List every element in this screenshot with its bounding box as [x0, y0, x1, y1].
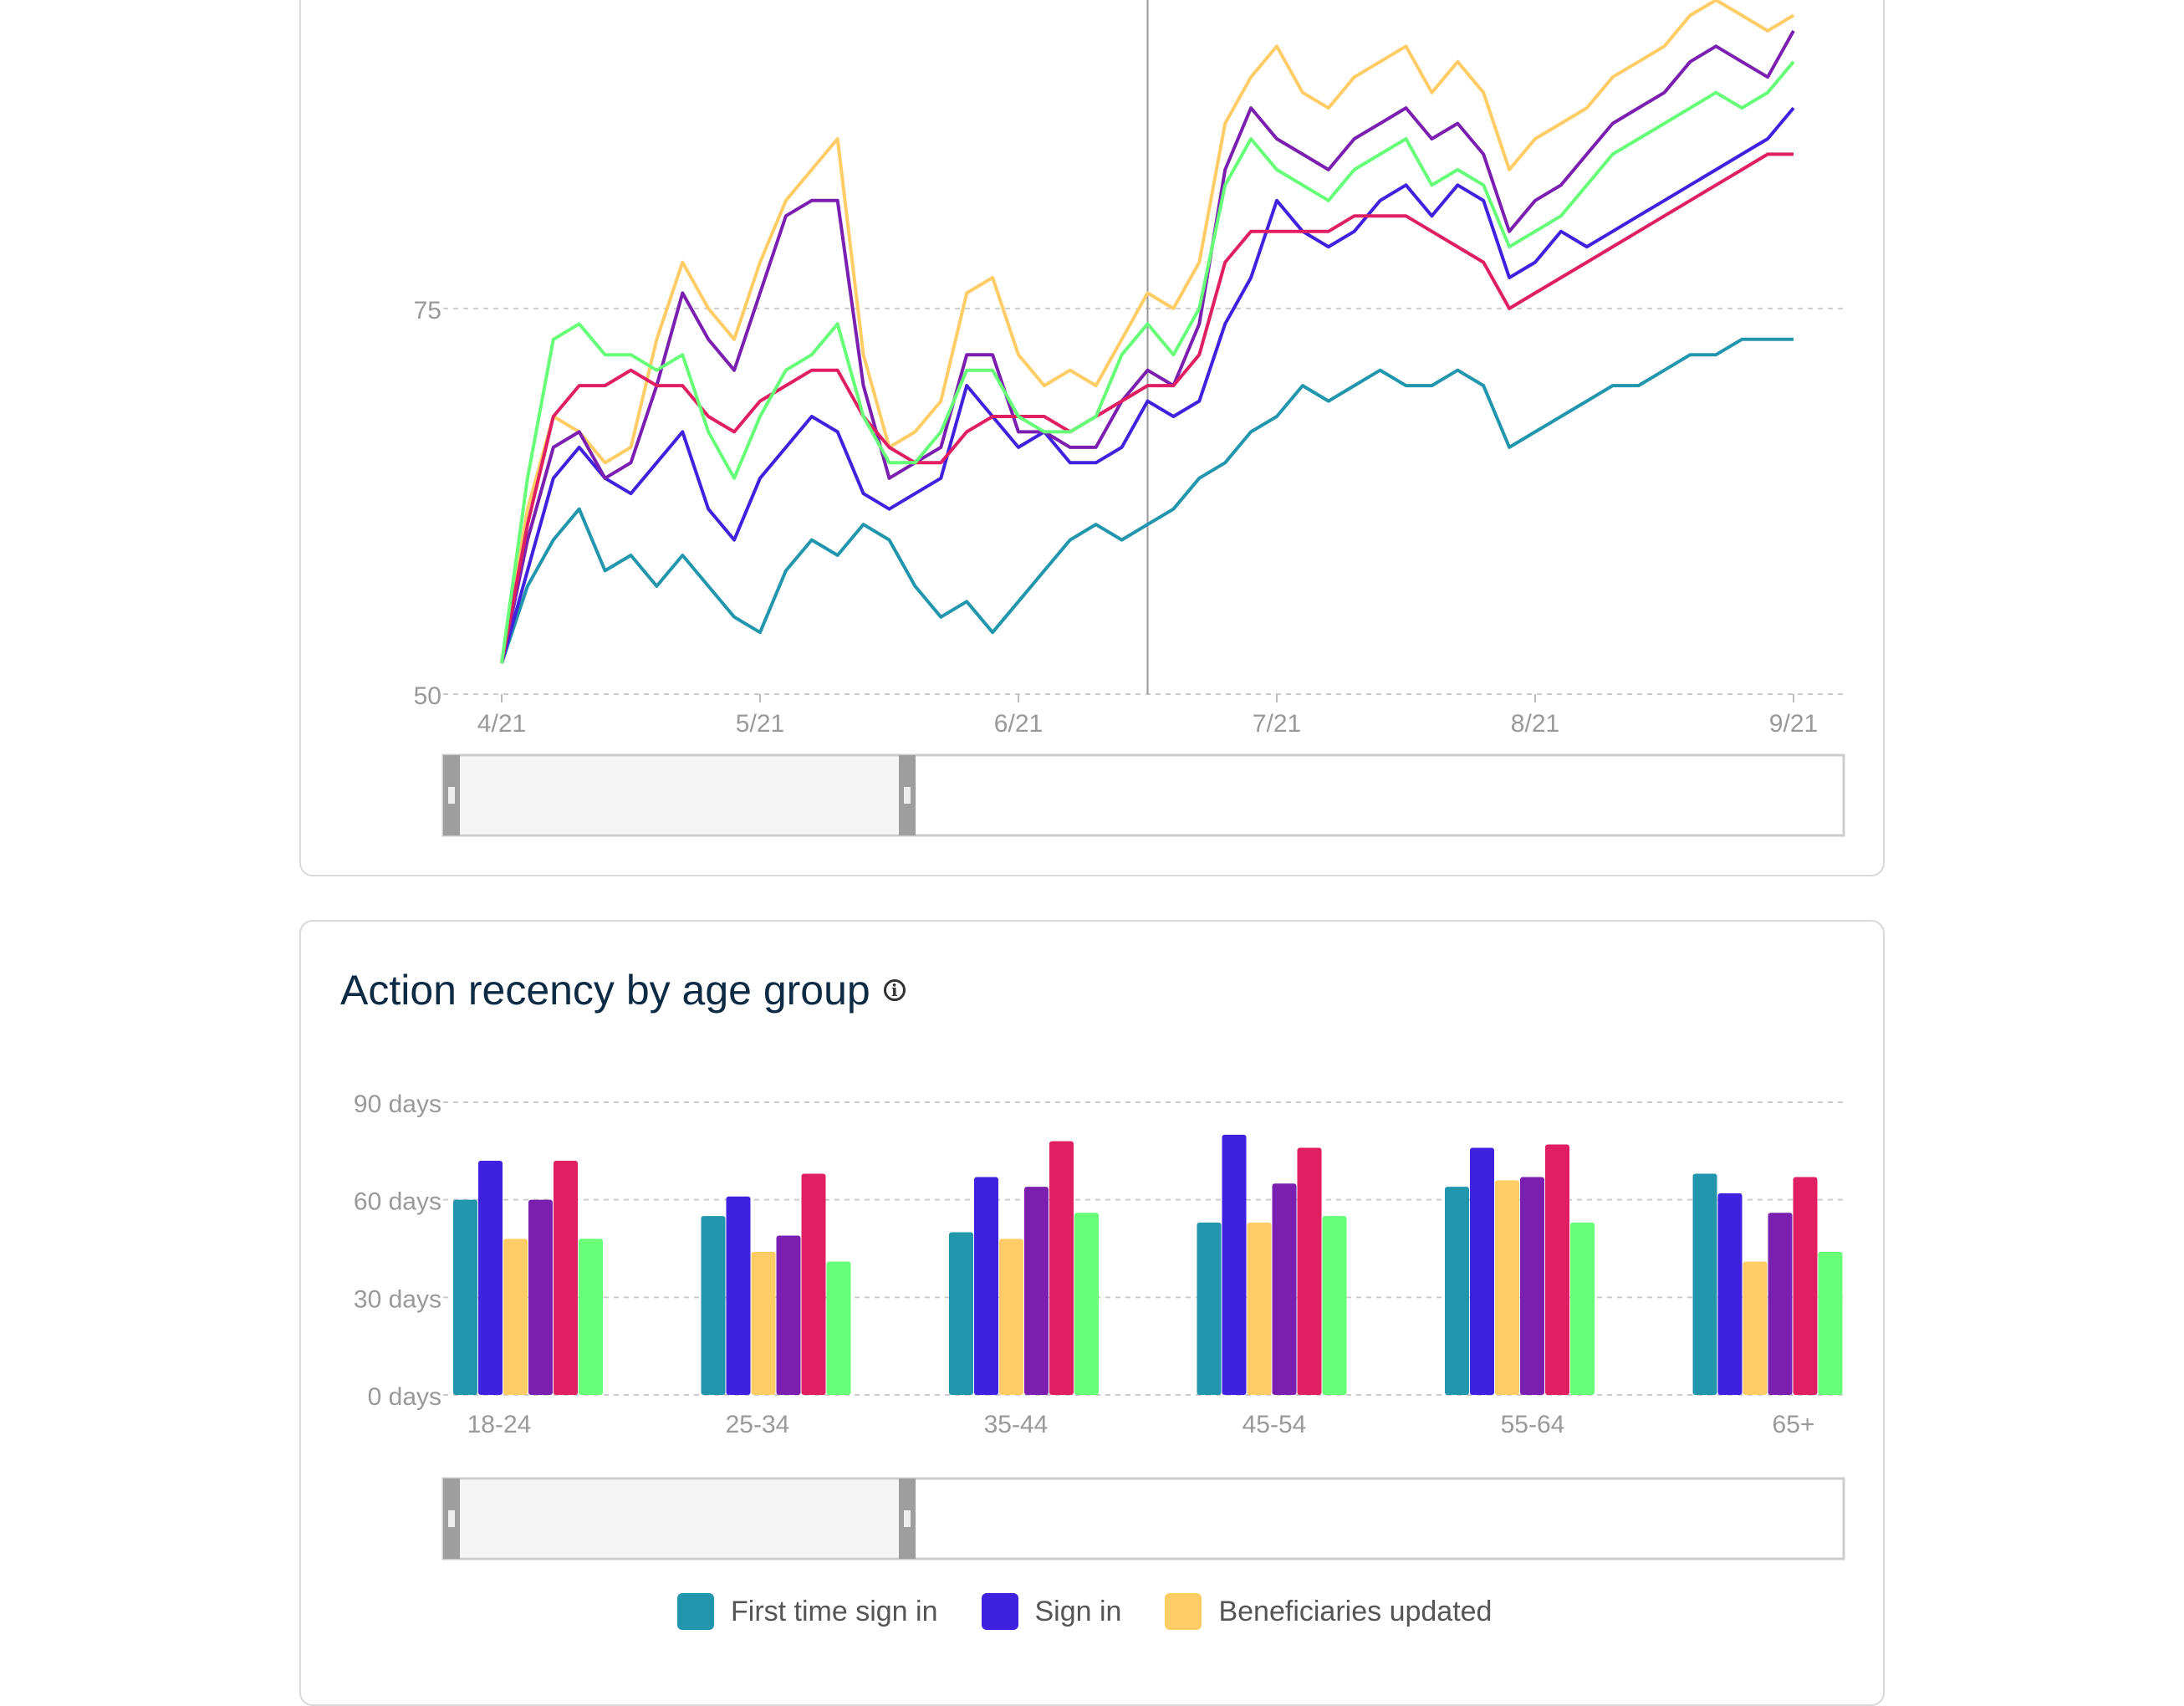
bar-45-54-series-2[interactable] [1222, 1134, 1247, 1395]
bar-25-34-series-2[interactable] [726, 1196, 751, 1395]
line-chart-range-handle-grip [448, 787, 455, 804]
bar-chart-y-tick: 90 days [354, 1091, 441, 1118]
bar-25-34-series-4[interactable] [776, 1235, 801, 1395]
bar-chart-range-handle-grip [904, 1510, 911, 1527]
line-chart-x-tick: 9/21 [1769, 710, 1818, 738]
legend-label: First time sign in [731, 1595, 938, 1627]
bar-55-64-series-3[interactable] [1495, 1180, 1519, 1395]
bar-25-34-series-5[interactable] [801, 1173, 826, 1395]
line-series-2 [500, 106, 1795, 664]
bar-chart-legend: First time sign in Sign in Beneficiaries… [677, 1593, 1492, 1630]
legend-swatch [981, 1593, 1018, 1630]
bar-25-34-series-6[interactable] [826, 1261, 851, 1395]
bar-18-24-series-3[interactable] [503, 1239, 528, 1395]
bar-35-44-series-5[interactable] [1049, 1141, 1074, 1395]
line-chart-x-tick: 6/21 [994, 710, 1043, 738]
legend-label: Beneficiaries updated [1218, 1595, 1493, 1627]
bar-55-64-series-4[interactable] [1520, 1177, 1544, 1395]
bar-25-34-series-1[interactable] [701, 1216, 726, 1395]
line-series-1 [500, 337, 1794, 664]
bar-chart-x-tick: 35-44 [984, 1411, 1049, 1438]
bar-25-34-series-3[interactable] [751, 1251, 776, 1395]
bar-45-54-series-3[interactable] [1247, 1222, 1272, 1395]
legend-item-first-time-sign-in[interactable]: First time sign in [677, 1593, 938, 1630]
bar-45-54-series-1[interactable] [1197, 1222, 1222, 1395]
bar-18-24-series-5[interactable] [554, 1161, 578, 1395]
legend-swatch [1165, 1593, 1202, 1630]
bar-65+-series-1[interactable] [1692, 1173, 1717, 1395]
bar-35-44-series-2[interactable] [974, 1177, 998, 1395]
bar-65+-series-5[interactable] [1793, 1177, 1818, 1395]
bar-45-54-series-6[interactable] [1322, 1216, 1347, 1395]
line-chart-card [299, 0, 1885, 876]
line-chart-x-tick: 8/21 [1511, 710, 1559, 738]
line-chart-range-selection[interactable] [460, 757, 907, 834]
legend-label: Sign in [1034, 1595, 1122, 1627]
bar-chart-x-tick: 55-64 [1501, 1411, 1565, 1438]
bar-35-44-series-4[interactable] [1024, 1187, 1049, 1395]
line-series-4 [500, 29, 1795, 664]
line-series-5 [500, 152, 1794, 664]
line-series-6 [500, 60, 1795, 664]
line-chart-x-tick: 4/21 [477, 710, 526, 738]
bar-card-title: Action recency by age group [340, 967, 870, 1014]
bar-chart-y-tick: 30 days [354, 1285, 441, 1313]
bar-65+-series-2[interactable] [1717, 1193, 1743, 1395]
bar-55-64-series-2[interactable] [1470, 1147, 1494, 1395]
bar-card-title-row: Action recency by age group i [340, 966, 906, 1014]
bar-chart-range-selection[interactable] [460, 1480, 907, 1557]
bar-35-44-series-3[interactable] [999, 1239, 1023, 1395]
bar-chart-x-tick: 18-24 [467, 1411, 532, 1438]
bar-65+-series-6[interactable] [1818, 1251, 1843, 1395]
info-circle-icon[interactable]: i [883, 979, 906, 1001]
legend-swatch [677, 1593, 714, 1630]
bar-55-64-series-5[interactable] [1545, 1144, 1569, 1395]
bar-18-24-series-2[interactable] [478, 1161, 503, 1395]
legend-item-beneficiaries-updated[interactable]: Beneficiaries updated [1165, 1593, 1492, 1630]
line-series-3 [500, 0, 1795, 664]
line-chart-x-tick: 7/21 [1253, 710, 1301, 738]
bar-chart-range-handle-grip [448, 1510, 455, 1527]
bar-65+-series-3[interactable] [1743, 1261, 1768, 1395]
line-chart-y-tick: 50 [414, 682, 441, 710]
bar-45-54-series-4[interactable] [1272, 1183, 1297, 1395]
legend-item-sign-in[interactable]: Sign in [981, 1593, 1122, 1630]
bar-chart-y-tick: 60 days [354, 1188, 441, 1216]
bar-chart-y-tick: 0 days [368, 1383, 441, 1411]
bar-55-64-series-1[interactable] [1445, 1187, 1469, 1395]
bar-18-24-series-6[interactable] [579, 1239, 603, 1395]
charts-canvas: 50 75 4/21 5/21 6/21 7/21 8/21 9/21 0 days 30 day… [354, 0, 1845, 1560]
line-chart-y-tick: 75 [414, 297, 441, 324]
bar-chart-x-tick: 25-34 [726, 1411, 790, 1438]
bar-chart-x-tick: 45-54 [1243, 1411, 1307, 1438]
bar-35-44-series-1[interactable] [949, 1232, 973, 1395]
bar-18-24-series-1[interactable] [453, 1199, 477, 1395]
bar-65+-series-4[interactable] [1768, 1213, 1793, 1395]
bar-55-64-series-6[interactable] [1570, 1222, 1595, 1395]
bar-35-44-series-6[interactable] [1074, 1213, 1099, 1395]
bar-45-54-series-5[interactable] [1297, 1147, 1322, 1395]
line-chart-x-tick: 5/21 [736, 710, 784, 738]
bar-18-24-series-4[interactable] [528, 1199, 553, 1395]
line-chart-range-handle-grip [904, 787, 911, 804]
bar-chart-x-tick: 65+ [1773, 1411, 1815, 1438]
